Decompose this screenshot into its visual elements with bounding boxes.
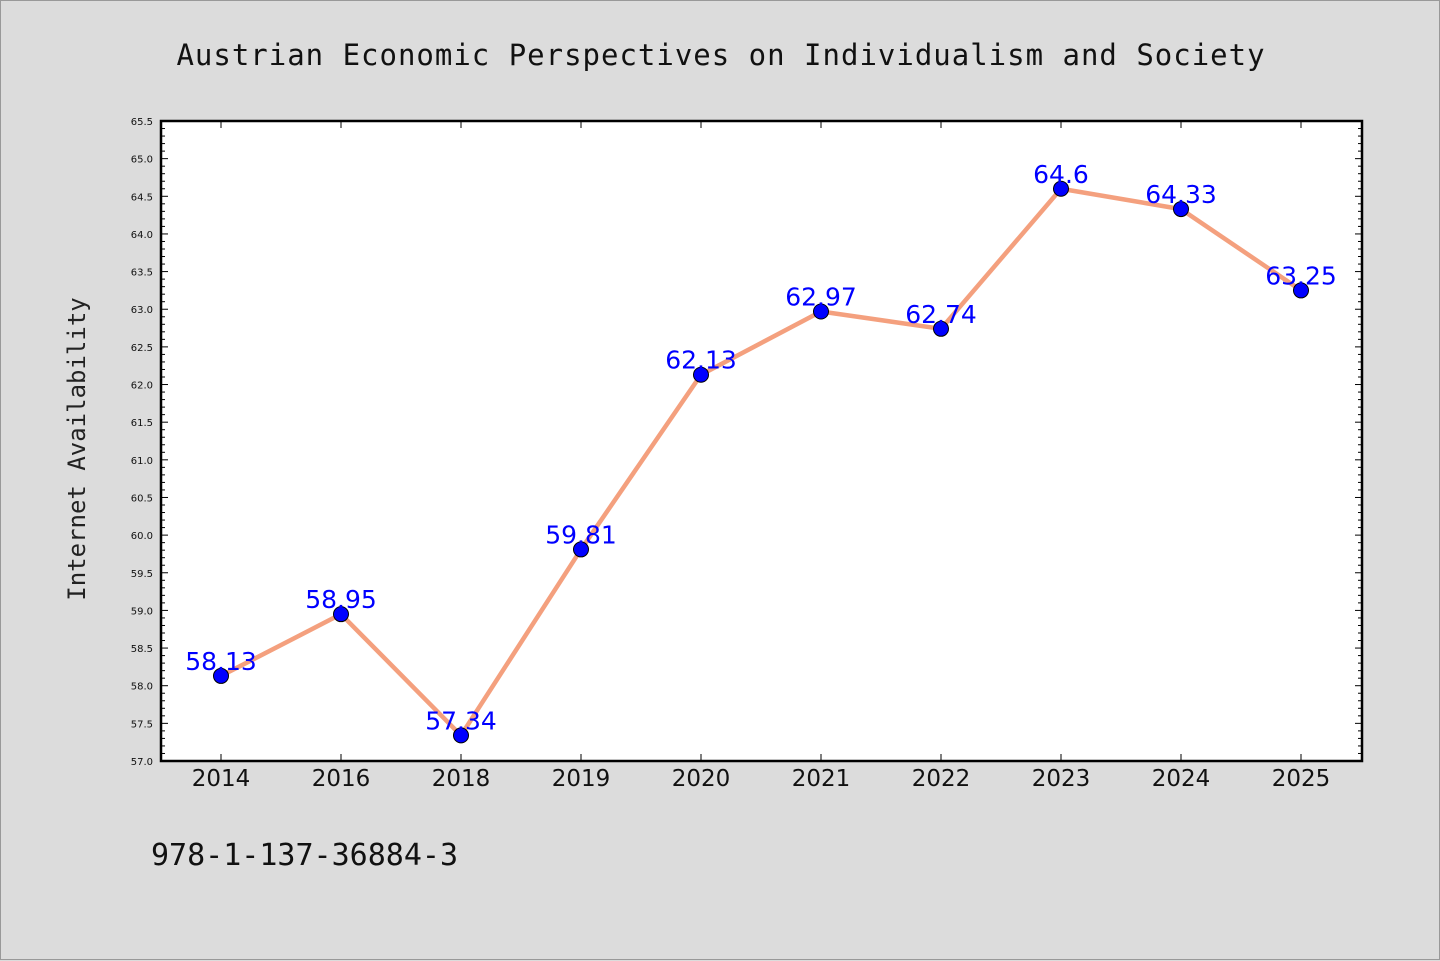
x-axis-ticks: 2014 2016 2018 2019 2020 2021 2022 2023 2024 2025 [192,121,1331,792]
data-labels: 58.13 58.95 57.34 59.81 62.13 62.97 62.74 64.6 6… [185,160,1337,736]
x-tick-label: 2021 [792,766,851,792]
x-tick-label: 2024 [1152,766,1211,792]
y-tick-label: 64.0 [131,230,153,241]
y-tick-label: 63.5 [131,268,153,279]
chart-title: Austrian Economic Perspectives on Indivi… [176,38,1265,72]
data-point-marker [693,366,709,383]
y-tick-label: 62.0 [131,381,153,392]
data-point-marker [573,541,589,558]
y-tick-label: 63.0 [131,305,153,316]
data-value-label: 64.6 [1033,160,1089,189]
data-value-label: 63.25 [1265,261,1337,290]
data-value-label: 62.97 [785,282,857,311]
y-tick-label: 57.0 [131,757,153,768]
data-point-marker [813,303,829,320]
y-axis-label: Internet Availability [63,297,91,600]
y-tick-label: 61.5 [131,418,153,429]
data-value-label: 62.74 [905,300,977,329]
x-tick-label: 2025 [1272,766,1331,792]
data-markers [213,180,1309,744]
y-tick-label: 65.5 [131,117,153,128]
x-tick-label: 2022 [912,766,971,792]
y-tick-label: 59.0 [131,606,153,617]
isbn-text: 978-1-137-36884-3 [151,838,458,873]
plot-area [159,119,1364,763]
data-point-marker [1173,201,1189,218]
data-value-label: 57.34 [425,706,497,735]
y-tick-label: 57.5 [131,719,153,730]
x-tick-label: 2018 [432,766,491,792]
x-tick-label: 2016 [312,766,371,792]
data-value-label: 62.13 [665,346,737,375]
data-point-marker [1293,282,1309,299]
x-tick-label: 2023 [1032,766,1091,792]
data-value-label: 59.81 [545,520,617,549]
y-tick-label: 60.5 [131,493,153,504]
x-tick-label: 2014 [192,766,251,792]
data-point-marker [213,667,229,684]
data-value-label: 64.33 [1145,180,1217,209]
series-line [218,186,1304,738]
data-value-label: 58.95 [305,585,377,614]
y-tick-label: 65.0 [131,155,153,166]
y-tick-label: 61.0 [131,456,153,467]
y-tick-label: 64.5 [131,192,153,203]
x-tick-label: 2020 [672,766,731,792]
y-tick-label: 58.0 [131,682,153,693]
y-tick-label: 59.5 [131,569,153,580]
data-value-label: 58.13 [185,647,257,676]
data-point-marker [1053,180,1069,197]
y-tick-label: 58.5 [131,644,153,655]
data-point-marker [453,727,469,744]
x-tick-label: 2019 [552,766,611,792]
y-axis-ticks: 57.0 57.5 58.0 58.5 59.0 59.5 60.0 60.5 61.0 61.5… [131,117,1362,768]
y-tick-label: 62.5 [131,343,153,354]
y-tick-label: 60.0 [131,531,153,542]
data-point-marker [333,606,349,623]
data-point-marker [933,320,949,337]
